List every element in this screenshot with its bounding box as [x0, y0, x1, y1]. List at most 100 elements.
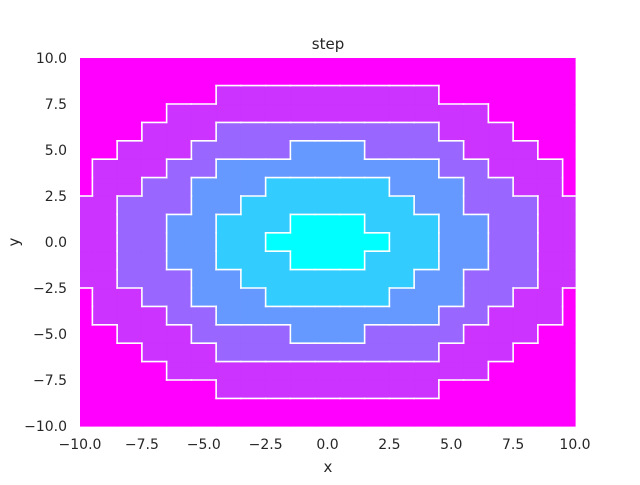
heatmap-cell	[117, 214, 143, 234]
heatmap-cell	[438, 140, 465, 160]
heatmap-cell	[166, 306, 192, 326]
heatmap-cell	[537, 214, 564, 234]
heatmap-cell	[265, 214, 291, 234]
heatmap-cell	[191, 140, 217, 160]
heatmap-cell	[265, 269, 291, 289]
heatmap-cell	[562, 416, 576, 427]
heatmap-cell	[537, 122, 564, 142]
heatmap-cell	[216, 122, 242, 142]
heatmap-cell	[339, 196, 366, 215]
heatmap-cell	[463, 177, 489, 197]
heatmap-cell	[364, 140, 390, 160]
heatmap-cell	[315, 67, 341, 87]
heatmap-cell	[463, 361, 489, 381]
heatmap-cell	[414, 177, 440, 197]
heatmap-cell	[438, 85, 465, 105]
heatmap-cell	[240, 159, 267, 179]
heatmap-cell	[191, 306, 217, 326]
heatmap-cell	[141, 288, 168, 307]
heatmap-cell	[240, 343, 267, 363]
heatmap-cell	[240, 85, 267, 105]
heatmap-cell	[290, 416, 316, 427]
heatmap-cell	[141, 398, 168, 418]
heatmap-cell	[463, 67, 489, 87]
heatmap-cell	[117, 85, 143, 105]
heatmap-cell	[364, 251, 390, 271]
heatmap-cell	[488, 67, 514, 87]
heatmap-cell	[240, 196, 267, 215]
heatmap-cell	[513, 269, 539, 289]
heatmap-cell	[339, 324, 366, 344]
heatmap-cell	[463, 380, 489, 399]
heatmap-cell	[141, 140, 168, 160]
heatmap-cell	[240, 177, 267, 197]
heatmap-cell	[92, 380, 118, 399]
heatmap-cell	[290, 232, 316, 252]
heatmap-cell	[290, 122, 316, 142]
heatmap-cell	[488, 85, 514, 105]
y-tick-label: −5.0	[33, 327, 67, 343]
heatmap-cell	[537, 159, 564, 179]
heatmap-cell	[92, 288, 118, 307]
heatmap-cell	[191, 196, 217, 215]
heatmap-cell	[389, 122, 415, 142]
x-tick-label: 10.0	[559, 437, 590, 453]
heatmap-cell	[414, 159, 440, 179]
heatmap-cell	[364, 58, 390, 68]
heatmap-cell	[537, 232, 564, 252]
heatmap-cell	[414, 104, 440, 123]
heatmap-cell	[216, 140, 242, 160]
heatmap-cell	[562, 140, 576, 160]
heatmap-cell	[339, 343, 366, 363]
heatmap-cell	[389, 67, 415, 87]
heatmap-cell	[117, 361, 143, 381]
heatmap-cell	[537, 306, 564, 326]
heatmap-cell	[216, 380, 242, 399]
y-tick-label: 7.5	[45, 97, 67, 113]
heatmap-cell	[92, 343, 118, 363]
heatmap-cell	[537, 196, 564, 215]
heatmap-cell	[513, 380, 539, 399]
heatmap-cell	[463, 104, 489, 123]
heatmap-cell	[364, 214, 390, 234]
heatmap-cell	[80, 159, 93, 179]
heatmap-cell	[513, 361, 539, 381]
heatmap-cell	[191, 104, 217, 123]
heatmap-cell	[513, 159, 539, 179]
heatmap-cell	[562, 214, 576, 234]
heatmap-cell	[537, 380, 564, 399]
heatmap-cell	[265, 251, 291, 271]
heatmap-cell	[414, 343, 440, 363]
heatmap-cell	[537, 361, 564, 381]
heatmap-cell	[513, 104, 539, 123]
heatmap-cell	[438, 232, 465, 252]
heatmap-cell	[414, 67, 440, 87]
heatmap-cell	[141, 122, 168, 142]
heatmap-cell	[414, 324, 440, 344]
heatmap-cell	[339, 67, 366, 87]
heatmap-cell	[414, 214, 440, 234]
heatmap-cell	[117, 288, 143, 307]
heatmap-cell	[389, 85, 415, 105]
heatmap-cell	[265, 288, 291, 307]
heatmap-cell	[216, 196, 242, 215]
heatmap-cell	[290, 140, 316, 160]
heatmap-cell	[315, 122, 341, 142]
y-axis-ticks: −10.0 −7.5 −5.0 −2.5 0.0 2.5 5.0 7.5 10.0	[24, 51, 67, 435]
heatmap-cell	[117, 177, 143, 197]
heatmap-cell	[389, 306, 415, 326]
heatmap-cell	[80, 122, 93, 142]
heatmap-cell	[216, 177, 242, 197]
heatmap-cell	[414, 398, 440, 418]
heatmap-cell	[166, 214, 192, 234]
heatmap-cell	[414, 196, 440, 215]
heatmap-cell	[290, 67, 316, 87]
heatmap-cell	[240, 288, 267, 307]
heatmap-cell	[438, 104, 465, 123]
heatmap-cell	[265, 398, 291, 418]
heatmap-cell	[216, 361, 242, 381]
heatmap-cell	[290, 398, 316, 418]
heatmap-cell	[488, 58, 514, 68]
heatmap-cell	[315, 140, 341, 160]
